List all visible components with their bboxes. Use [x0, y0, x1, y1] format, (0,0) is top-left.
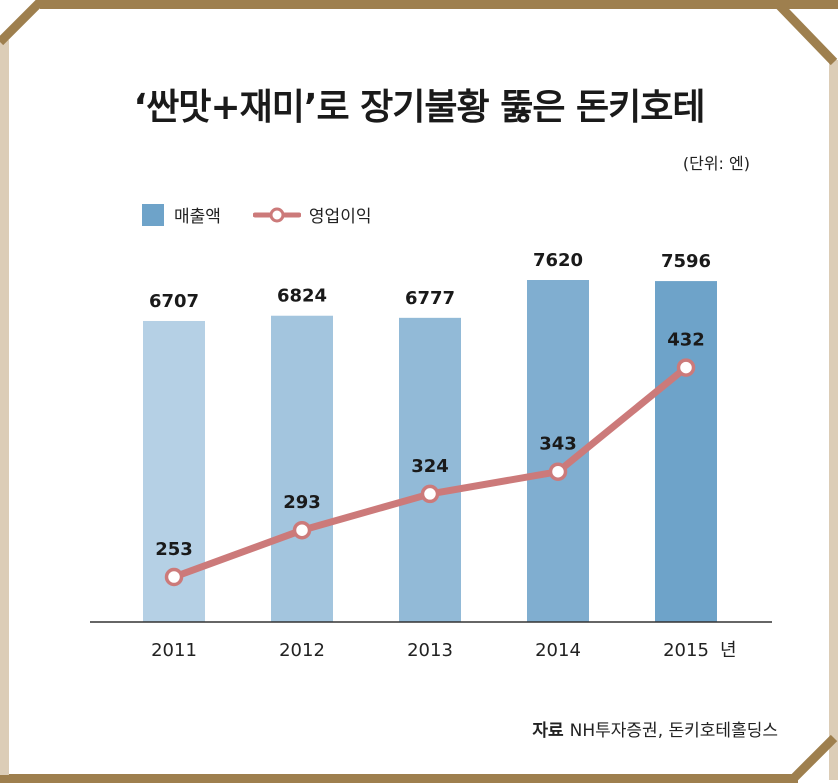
line-value-label: 432 [667, 330, 705, 351]
bar-value-label: 6707 [149, 291, 199, 312]
frame-top-border [40, 0, 838, 9]
line-point-2014 [548, 462, 568, 481]
bar-2013 [399, 317, 461, 622]
x-tick-label: 2011 [151, 640, 197, 661]
bar-2012 [271, 315, 333, 622]
line-value-label: 253 [155, 539, 193, 560]
line-point-2015 [676, 358, 696, 377]
legend-bar-swatch [142, 203, 164, 226]
bar-value-label: 6824 [277, 286, 327, 307]
line-point-2012 [292, 520, 312, 540]
legend-bar-label: 매출액 [174, 207, 221, 227]
line-point-2011 [164, 567, 184, 587]
frame-right-border [829, 60, 838, 780]
x-tick-label: 2015 [663, 640, 709, 661]
x-tick-label: 2012 [279, 640, 325, 661]
bar-value-label: 7596 [661, 251, 711, 272]
line-point-2013 [420, 484, 440, 504]
frame-corner-top-left [0, 0, 46, 46]
legend-line-label: 영업이익 [308, 207, 372, 227]
x-unit-label: 년 [720, 640, 737, 661]
source-label: 자료 [532, 721, 564, 741]
legend: 매출액 영업이익 [142, 202, 371, 227]
frame-corner-top-right [774, 0, 838, 66]
bar-2015 [655, 281, 717, 622]
x-tick-label: 2014 [535, 640, 581, 661]
bar-value-label: 7620 [533, 250, 583, 271]
x-tick-label: 2013 [407, 640, 453, 661]
frame-bottom-border [0, 774, 798, 783]
line-value-label: 343 [539, 434, 577, 455]
frame-corner-bottom-right [789, 734, 838, 783]
chart-title: ‘싼맛+재미’로 장기불황 뚫은 돈키호테 [133, 87, 706, 128]
source-note: 자료 NH투자증권, 돈키호테홀딩스 [532, 716, 778, 741]
line-value-label: 293 [283, 492, 321, 513]
source-text: NH투자증권, 돈키호테홀딩스 [569, 721, 778, 741]
line-value-label: 324 [411, 456, 449, 477]
unit-label: (단위: 엔) [682, 154, 750, 173]
bar-value-label: 6777 [405, 288, 455, 309]
legend-line-swatch [252, 207, 301, 222]
frame-left-border [0, 40, 9, 775]
